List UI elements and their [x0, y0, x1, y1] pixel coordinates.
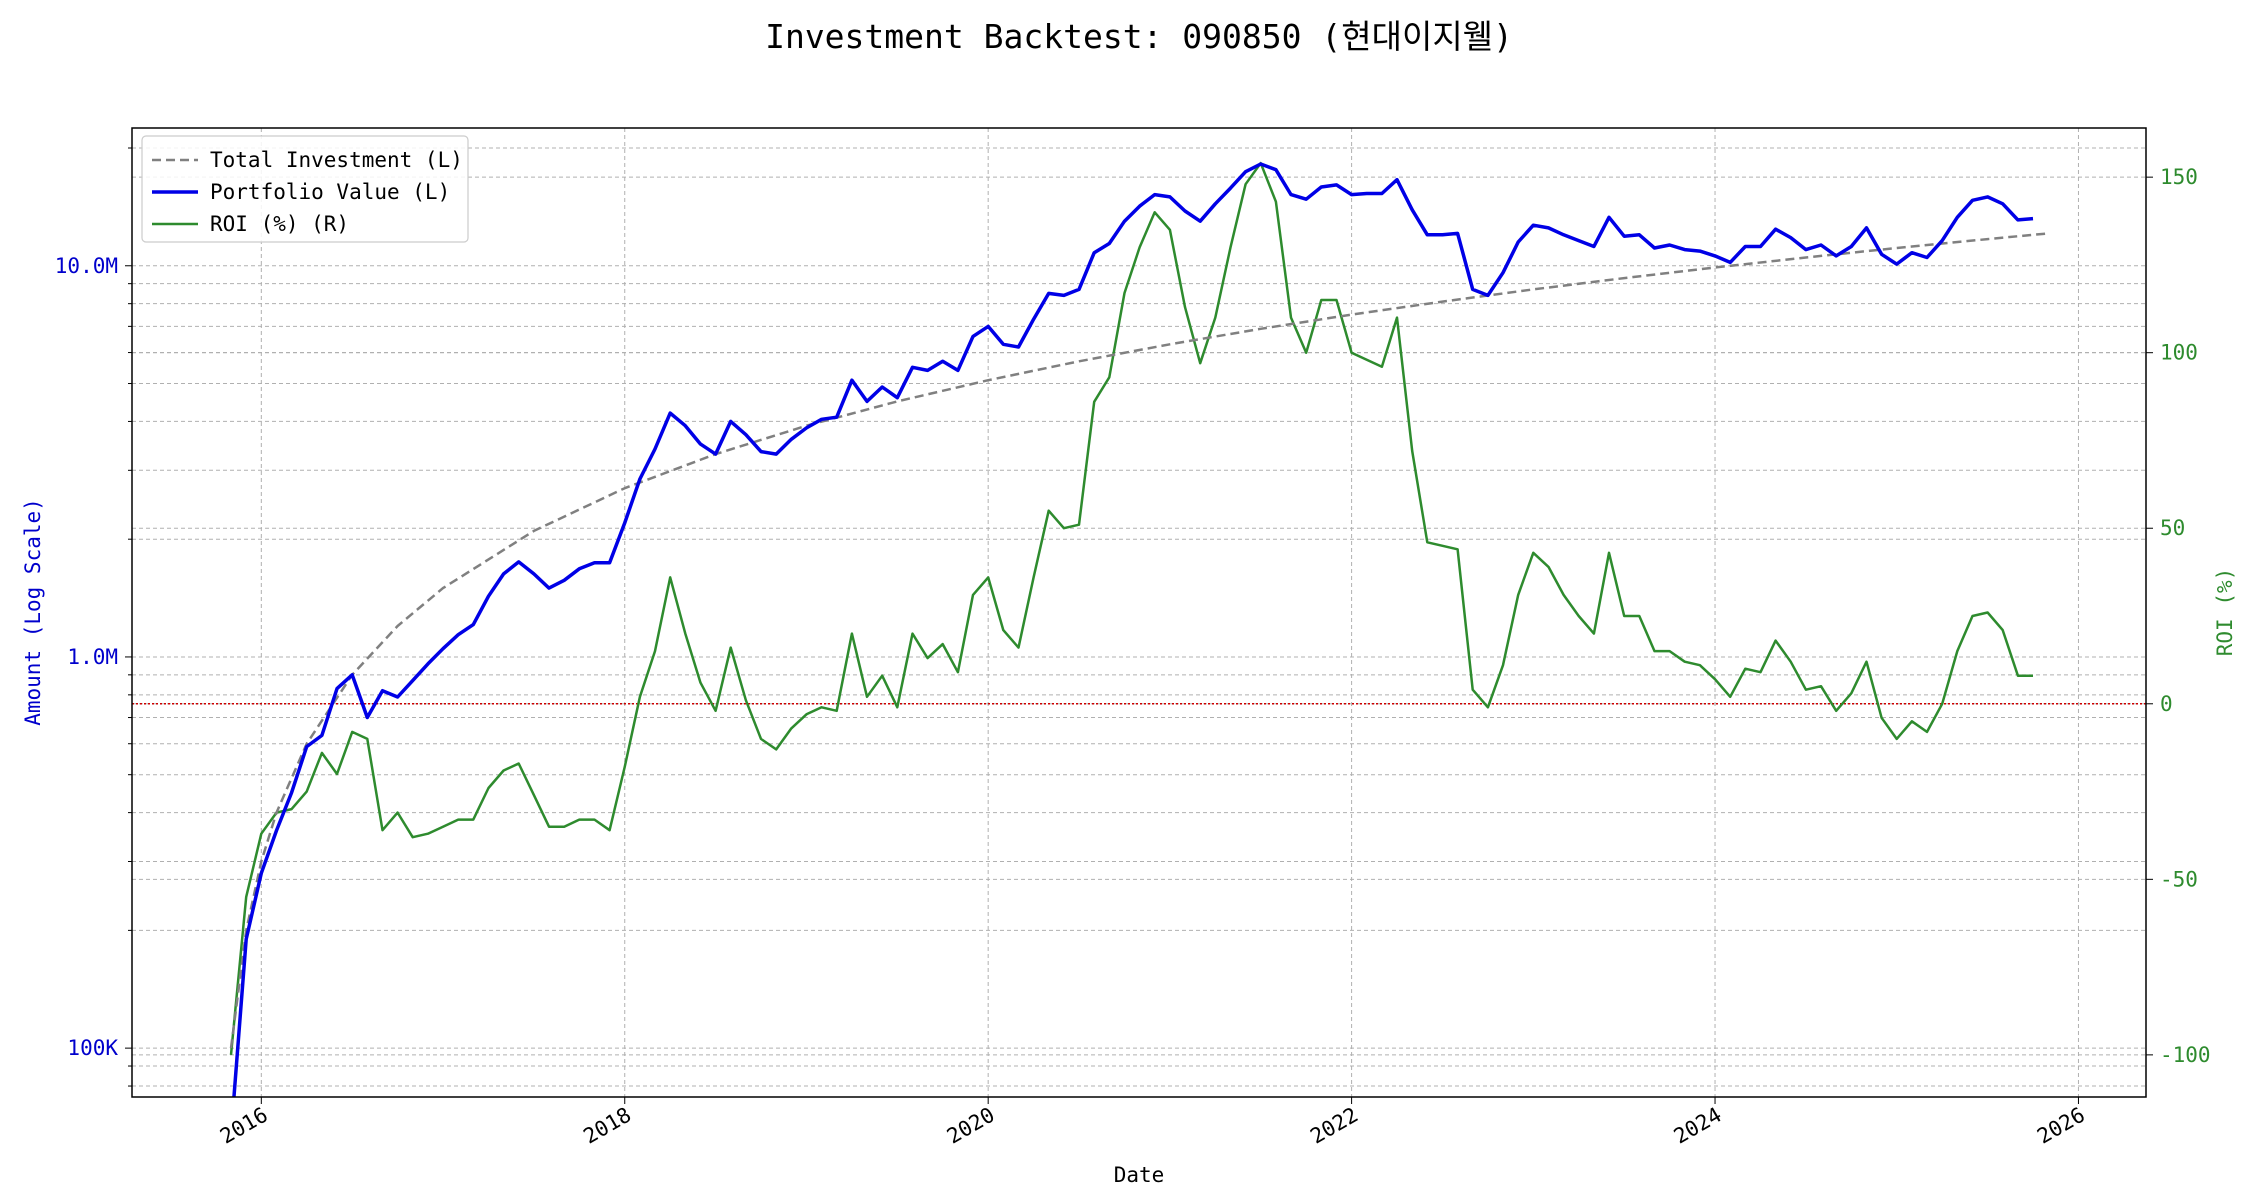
y-right-tick-label: 0: [2160, 692, 2173, 716]
y-left-tick-label: 1.0M: [67, 645, 118, 669]
legend-label: Total Investment (L): [210, 148, 463, 172]
total-investment-line: [229, 232, 2049, 1049]
y-axis-right-label: ROI (%): [2213, 568, 2237, 657]
x-tick-label: 2022: [1306, 1103, 1362, 1149]
x-tick-label: 2024: [1670, 1103, 1726, 1149]
y-right-tick-label: -100: [2160, 1043, 2211, 1067]
y-left-tick-label: 10.0M: [55, 254, 118, 278]
y-right-tick-label: 50: [2160, 516, 2185, 540]
legend-label: ROI (%) (R): [210, 212, 349, 236]
x-tick-label: 2026: [2033, 1103, 2089, 1149]
y-axis-left-label: Amount (Log Scale): [21, 498, 45, 726]
portfolio-value-line: [232, 162, 2034, 1097]
axes-layer: 2016 2018 2020 2022 2024 2026 -100 -50 0 50 100 150…: [55, 127, 2211, 1149]
legend-box: [141, 135, 469, 243]
legend: Total Investment (L) Portfolio Value (L) R…: [141, 135, 469, 243]
grid-layer: [132, 128, 2146, 1097]
y-right-tick-label: 100: [2160, 341, 2198, 365]
legend-label: Portfolio Value (L): [210, 180, 450, 204]
chart-title: Investment Backtest: 090850 (현대이지웰): [765, 17, 1513, 56]
x-tick-label: 2016: [216, 1103, 272, 1149]
x-tick-label: 2018: [579, 1103, 635, 1149]
plot-frame: [131, 127, 2147, 1098]
series-layer: [132, 161, 2146, 1097]
x-tick-label: 2020: [943, 1103, 999, 1149]
y-right-tick-label: -50: [2160, 867, 2198, 891]
roi-line: [229, 161, 2033, 1056]
x-axis-label: Date: [1114, 1163, 1165, 1187]
y-right-tick-label: 150: [2160, 165, 2198, 189]
y-left-tick-label: 100K: [67, 1036, 118, 1060]
